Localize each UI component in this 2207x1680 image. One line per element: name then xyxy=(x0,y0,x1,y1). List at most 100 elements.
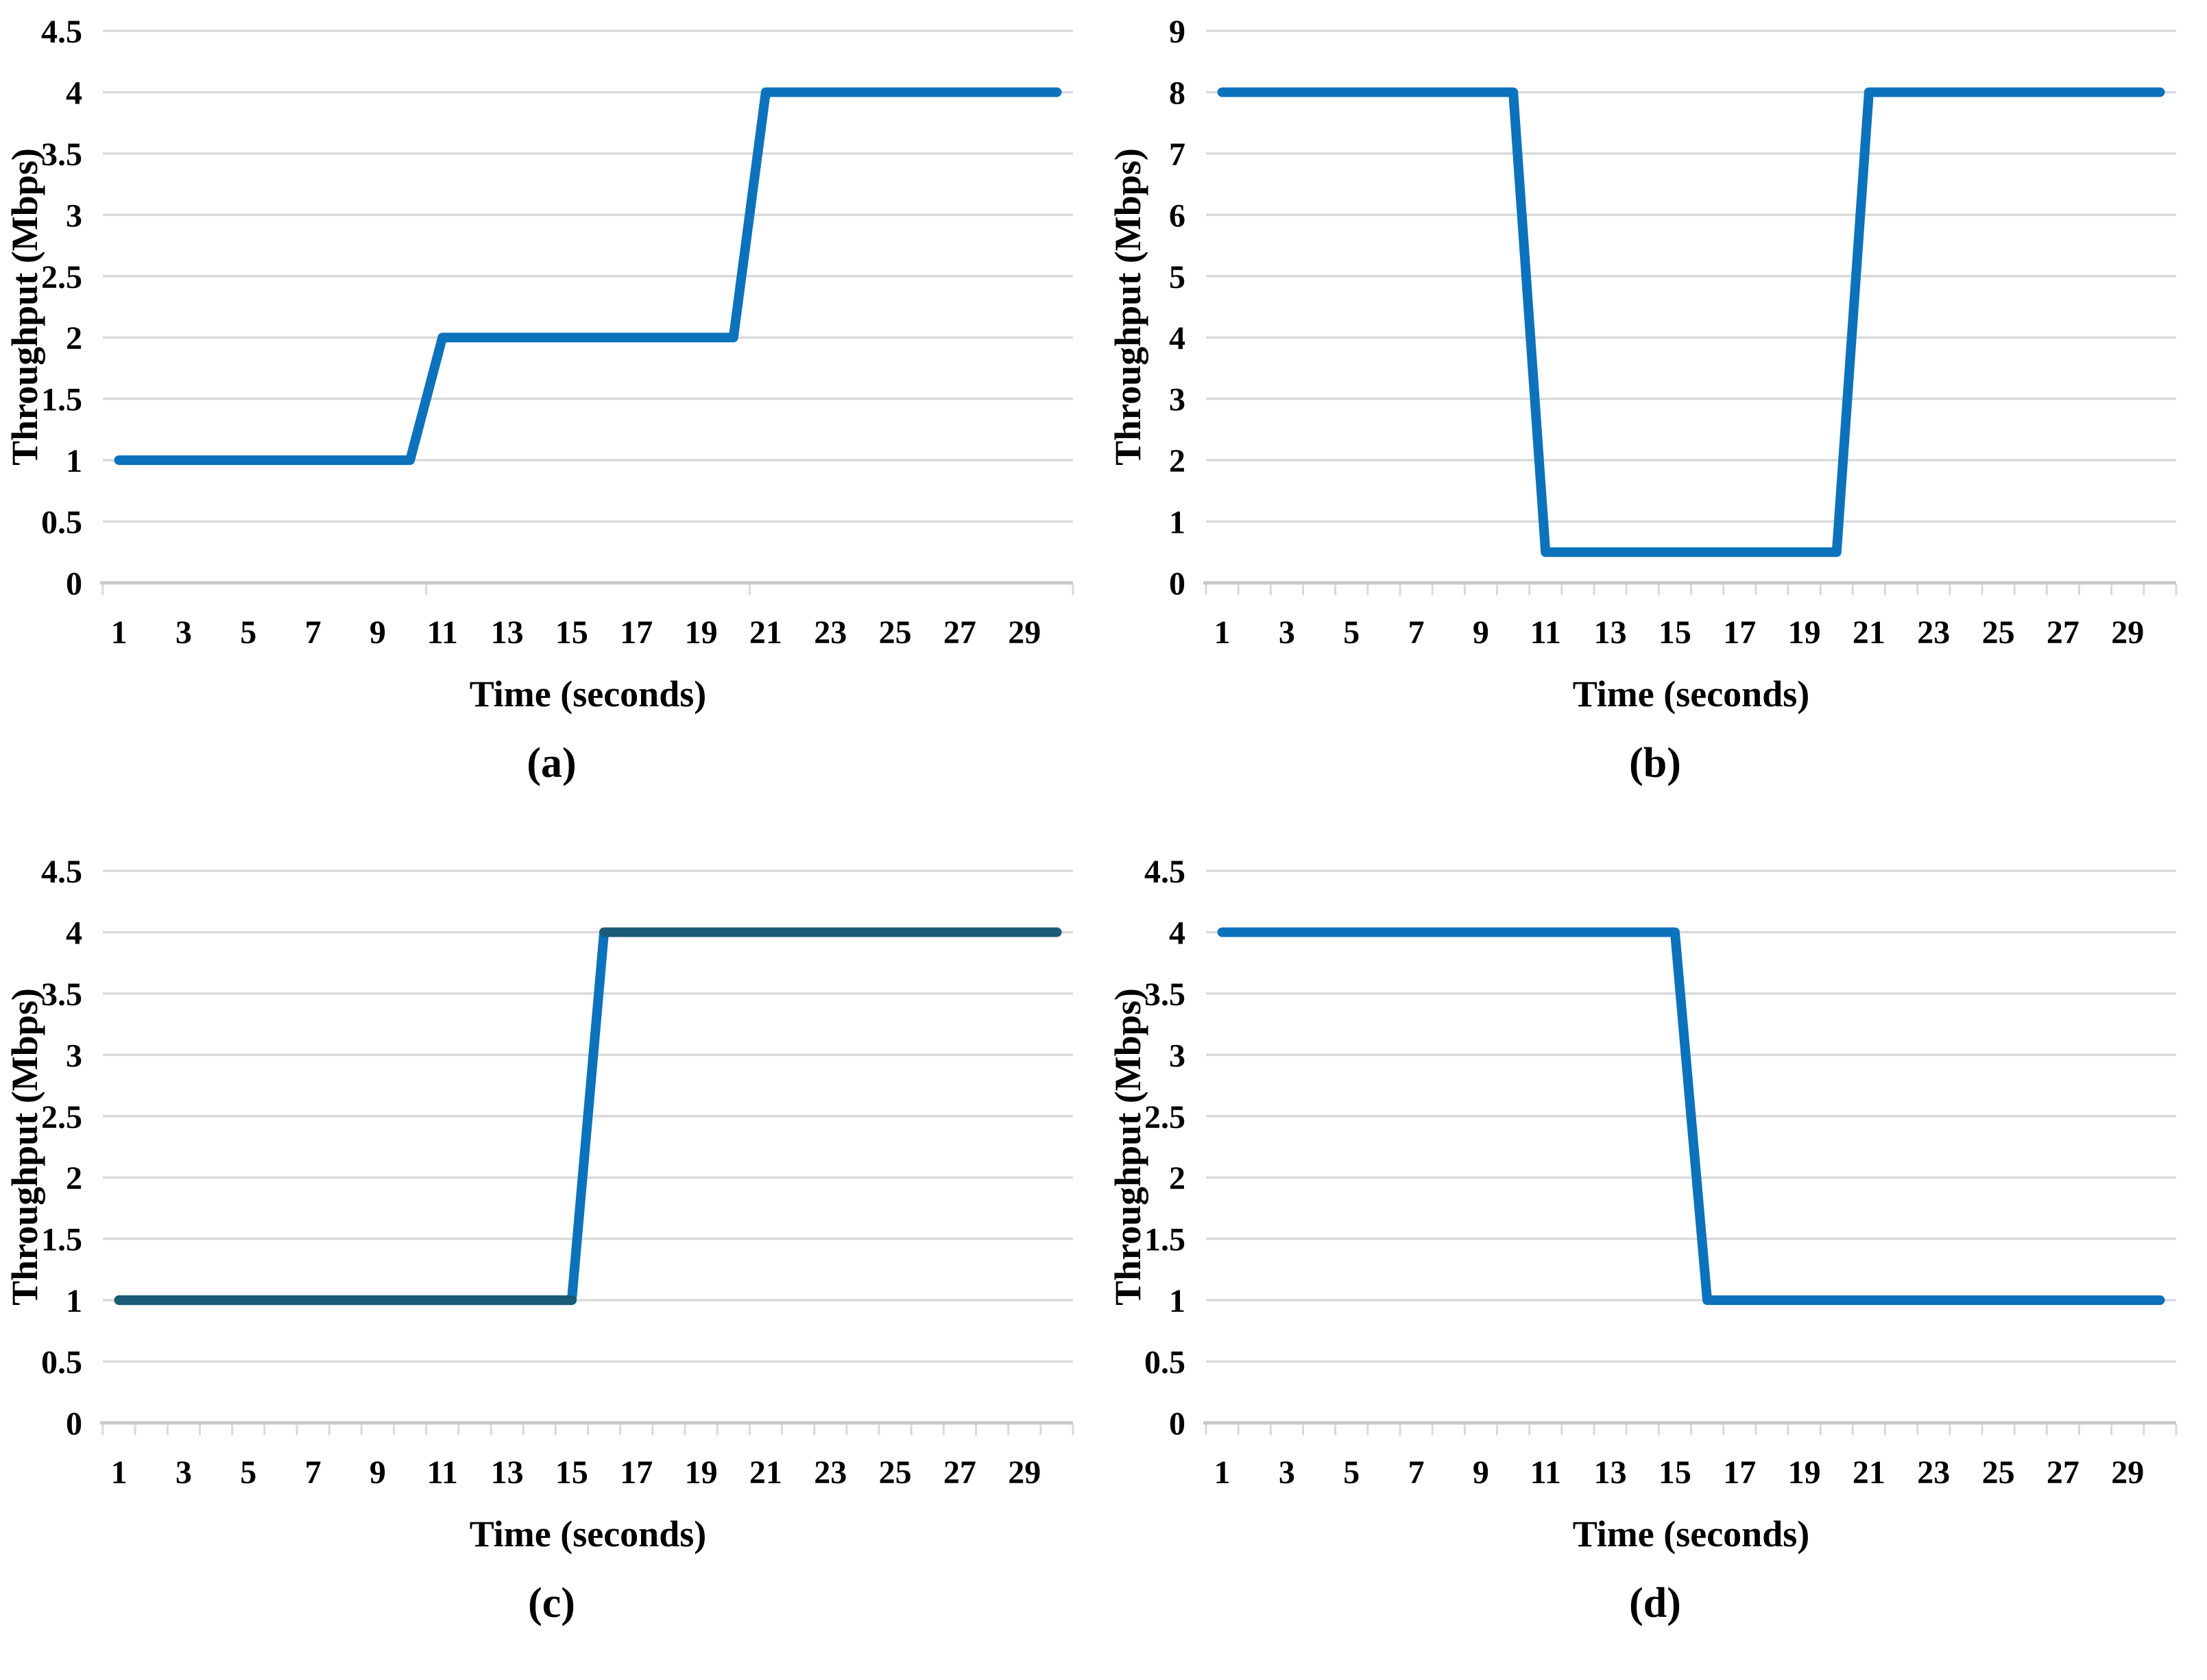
y-tick-label: 3 xyxy=(1169,1037,1185,1074)
caption-d: (d) xyxy=(1629,1580,1681,1627)
y-tick-label: 1 xyxy=(1169,1283,1185,1319)
y-tick-label: 1 xyxy=(1169,505,1185,541)
x-tick-label: 25 xyxy=(1982,614,2015,651)
x-tick-label: 15 xyxy=(1659,614,1691,651)
chart-c: 00.511.522.533.544.51 3 5 7 9 11 13 15 17 19 21 23 2… xyxy=(4,854,1074,1555)
x-tick-label: 13 xyxy=(1594,1454,1627,1491)
x-tick-label: 1 xyxy=(1214,1454,1231,1491)
x-tick-label: 15 xyxy=(1659,1454,1691,1491)
x-tick-label: 19 xyxy=(685,614,718,651)
y-tick-label: 4 xyxy=(1169,915,1185,951)
x-tick-label: 9 xyxy=(370,1454,386,1491)
x-tick-label: 27 xyxy=(943,614,976,651)
y-tick-label: 2.5 xyxy=(1144,1099,1185,1136)
y-tick-label: 0 xyxy=(1169,1406,1185,1442)
y-tick-label: 3.5 xyxy=(41,976,82,1013)
x-tick-label: 3 xyxy=(176,1454,192,1491)
x-axis-title: Time (seconds) xyxy=(470,1513,707,1555)
x-tick-label: 15 xyxy=(555,1454,588,1491)
x-tick-label: 3 xyxy=(1279,614,1295,651)
x-tick-label: 23 xyxy=(1917,1454,1950,1491)
y-tick-label: 7 xyxy=(1169,136,1185,173)
y-tick-label: 1.5 xyxy=(41,1222,82,1258)
x-axis-title: Time (seconds) xyxy=(470,673,707,715)
x-tick-label: 25 xyxy=(879,1454,912,1491)
y-tick-label: 4.5 xyxy=(41,14,82,50)
x-tick-label: 19 xyxy=(1788,1454,1821,1491)
x-tick-label: 7 xyxy=(305,614,322,651)
x-tick-label: 7 xyxy=(1408,614,1425,651)
y-tick-label: 4 xyxy=(66,915,82,951)
x-tick-label: 3 xyxy=(1279,1454,1295,1491)
y-axis-title: Throughput (Mbps) xyxy=(4,148,45,466)
x-tick-label: 5 xyxy=(240,1454,256,1491)
panel-b: 0 1 2 3 4 5 6 7 8 9 1 3 5 7 9 11 13 15 17 19 21 23 25 27 29 Time … xyxy=(1103,0,2207,840)
x-tick-label: 5 xyxy=(240,614,256,651)
x-tick-label: 11 xyxy=(1530,1454,1561,1491)
x-tick-label: 13 xyxy=(491,614,524,651)
x-tick-label: 7 xyxy=(305,1454,322,1491)
x-tick-label: 9 xyxy=(1473,1454,1489,1491)
series-line-throughput xyxy=(1217,927,2165,1306)
y-tick-label: 5 xyxy=(1169,259,1185,296)
y-tick-label: 4 xyxy=(66,75,82,111)
y-axis-title: Throughput (Mbps) xyxy=(4,988,45,1306)
x-tick-label: 11 xyxy=(427,1454,458,1491)
x-tick-label: 9 xyxy=(370,614,386,651)
x-tick-label: 5 xyxy=(1343,1454,1360,1491)
x-tick-label: 29 xyxy=(1008,1454,1041,1491)
x-tick-label: 23 xyxy=(1917,614,1950,651)
x-tick-label: 29 xyxy=(1008,614,1041,651)
y-tick-label: 3.5 xyxy=(41,136,82,173)
caption-b: (b) xyxy=(1629,740,1681,787)
x-tick-label: 1 xyxy=(111,614,128,651)
y-tick-label: 3 xyxy=(1169,382,1185,418)
x-tick-label: 27 xyxy=(943,1454,976,1491)
series-line-throughput xyxy=(114,87,1062,466)
y-tick-label: 0.5 xyxy=(41,1345,82,1381)
x-tick-label: 11 xyxy=(1530,614,1561,651)
x-tick-label: 11 xyxy=(427,614,458,651)
caption-a: (a) xyxy=(527,740,577,787)
x-tick-label: 29 xyxy=(2111,1454,2144,1491)
y-tick-label: 2.5 xyxy=(41,1099,82,1136)
x-tick-label: 13 xyxy=(491,1454,524,1491)
y-tick-label: 9 xyxy=(1169,14,1185,50)
y-tick-label: 0 xyxy=(66,1406,82,1442)
y-tick-label: 3 xyxy=(66,1037,82,1074)
y-tick-label: 4 xyxy=(1169,320,1185,357)
x-tick-label: 1 xyxy=(1214,614,1231,651)
x-tick-label: 15 xyxy=(555,614,588,651)
x-tick-label: 13 xyxy=(1594,614,1627,651)
chart-a: 00.511.522.533.544.51 3 5 7 9 11 13 15 17 19 21 23 2… xyxy=(4,14,1074,715)
y-tick-label: 4.5 xyxy=(41,854,82,890)
x-tick-label: 17 xyxy=(1723,1454,1756,1491)
y-axis-title: Throughput (Mbps) xyxy=(1107,988,1148,1306)
x-tick-label: 17 xyxy=(1723,614,1756,651)
x-tick-label: 7 xyxy=(1408,1454,1425,1491)
y-tick-label: 1 xyxy=(66,443,82,479)
y-tick-label: 2 xyxy=(66,1160,82,1197)
x-tick-label: 19 xyxy=(1788,614,1821,651)
y-tick-label: 2 xyxy=(66,320,82,357)
x-tick-label: 21 xyxy=(1853,614,1885,651)
x-tick-label: 23 xyxy=(814,614,847,651)
x-tick-label: 19 xyxy=(685,1454,718,1491)
y-tick-label: 1.5 xyxy=(41,382,82,418)
y-axis-title: Throughput (Mbps) xyxy=(1107,148,1148,466)
x-tick-label: 21 xyxy=(1853,1454,1885,1491)
panel-a: 0 0.5 1 1.5 2 2.5 3 3.5 4 4.5 1 3 5 7 9 11 13 15 17 19 21 23 2… xyxy=(0,0,1103,840)
y-tick-label: 1 xyxy=(66,1283,82,1319)
x-tick-label: 21 xyxy=(749,614,782,651)
x-axis-title: Time (seconds) xyxy=(1573,673,1810,715)
panel-d: 0 0.5 1 1.5 2 2.5 3 3.5 4 4.5 1 3 5 7 9 11 13 15 17 19 21 23 2… xyxy=(1103,840,2207,1680)
y-tick-label: 2 xyxy=(1169,1160,1185,1197)
y-tick-label: 8 xyxy=(1169,75,1185,111)
y-tick-label: 6 xyxy=(1169,197,1185,234)
x-axis-title: Time (seconds) xyxy=(1573,1513,1810,1555)
x-tick-label: 27 xyxy=(2047,1454,2079,1491)
panel-c: 0 0.5 1 1.5 2 2.5 3 3.5 4 4.5 1 3 5 7 9 11 13 15 17 19 21 23 2… xyxy=(0,840,1103,1680)
y-tick-label: 0 xyxy=(1169,566,1185,602)
y-tick-label: 3 xyxy=(66,197,82,234)
